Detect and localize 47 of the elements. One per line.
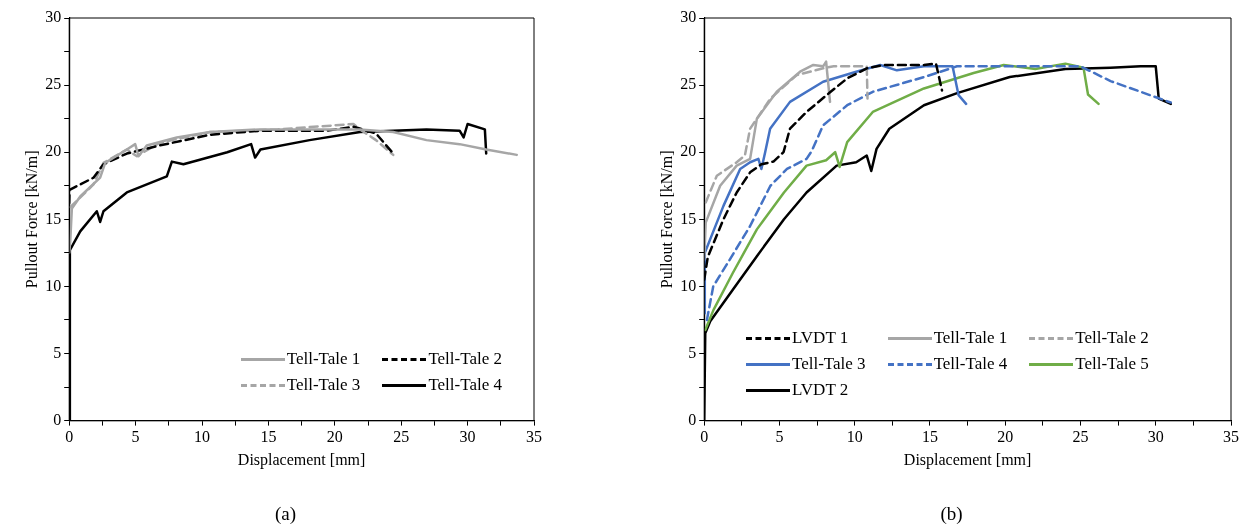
- x-tick-label: 20: [997, 428, 1014, 446]
- x-tick-label: 30: [459, 428, 476, 446]
- legend-label: Tell-Tale 3: [792, 354, 866, 374]
- x-tick-label: 15: [921, 428, 938, 446]
- legend-label: Tell-Tale 4: [933, 354, 1008, 374]
- legend-label: Tell-Tale 2: [428, 349, 502, 369]
- y-axis-title: Pullout Force [kN/m]: [22, 150, 40, 289]
- y-tick-label: 10: [680, 276, 697, 294]
- legend-label: Tell-Tale 1: [286, 349, 361, 369]
- x-tick-label: 20: [326, 428, 343, 446]
- y-tick-label: 15: [680, 209, 697, 227]
- x-tick-label: 35: [1223, 428, 1239, 446]
- legend-label: Tell-Tale 3: [286, 375, 361, 395]
- y-tick-label: 25: [45, 75, 62, 93]
- x-tick-label: 5: [775, 428, 784, 446]
- y-tick-label: 5: [688, 343, 697, 361]
- x-tick-label: 10: [194, 428, 210, 446]
- y-tick-label: 20: [680, 142, 697, 160]
- y-tick-label: 0: [688, 410, 697, 428]
- legend-label: Tell-Tale 2: [1075, 328, 1149, 348]
- legend-label: Tell-Tale 4: [428, 375, 502, 395]
- y-tick-label: 25: [680, 75, 697, 93]
- legend-label: LVDT 2: [792, 380, 849, 400]
- y-tick-label: 10: [45, 276, 62, 294]
- x-axis-title: Displacement [mm]: [903, 450, 1032, 469]
- y-tick-label: 0: [53, 410, 62, 428]
- legend-label: LVDT 1: [792, 328, 849, 348]
- x-tick-label: 25: [1072, 428, 1089, 446]
- x-tick-label: 0: [700, 428, 709, 446]
- text: (b): [939, 503, 964, 525]
- y-tick-label: 30: [680, 8, 697, 26]
- x-tick-label: 0: [65, 428, 74, 446]
- y-tick-label: 15: [45, 209, 62, 227]
- x-tick-label: 10: [846, 428, 863, 446]
- y-tick-label: 30: [45, 8, 62, 26]
- legend-label: Tell-Tale 1: [933, 328, 1008, 348]
- x-axis-title: Displacement [mm]: [237, 450, 366, 469]
- legend-label: Tell-Tale 5: [1075, 354, 1149, 374]
- y-axis-title: Pullout Force [kN/m]: [657, 150, 675, 289]
- y-tick-label: 20: [45, 142, 62, 160]
- text: (a): [273, 503, 298, 525]
- x-tick-label: 5: [131, 428, 140, 446]
- x-tick-label: 30: [1147, 428, 1164, 446]
- x-tick-label: 35: [526, 428, 542, 446]
- x-tick-label: 15: [260, 428, 277, 446]
- y-tick-label: 5: [53, 343, 62, 361]
- x-tick-label: 25: [393, 428, 410, 446]
